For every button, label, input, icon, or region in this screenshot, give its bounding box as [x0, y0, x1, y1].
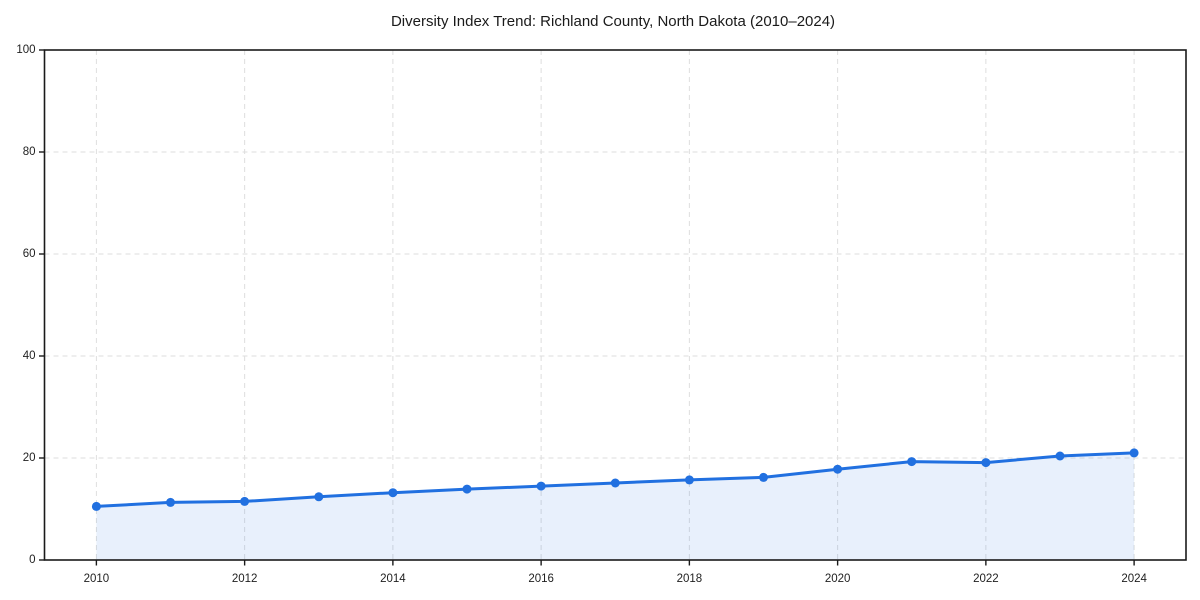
x-tick-label: 2014	[380, 573, 406, 585]
axis-frame	[43, 49, 1187, 561]
tick-marks	[39, 49, 1135, 566]
y-tick-label: 80	[23, 146, 36, 158]
y-tick-label: 40	[23, 350, 36, 362]
data-point	[1129, 448, 1139, 458]
y-tick-labels: 0 20 40 60 80 100	[16, 44, 35, 566]
data-points	[91, 448, 1139, 511]
x-tick-label: 2010	[84, 573, 110, 585]
x-tick-labels: 2010 2012 2014 2016 2018 2020 2022 2024	[84, 573, 1148, 585]
data-point	[314, 492, 324, 502]
plot-border	[43, 49, 1187, 561]
x-tick-label: 2020	[825, 573, 851, 585]
data-point	[91, 501, 101, 511]
x-tick-label: 2016	[528, 573, 554, 585]
data-point	[388, 488, 398, 498]
data-point	[462, 484, 472, 494]
x-tick-label: 2024	[1121, 573, 1147, 585]
data-point	[536, 481, 546, 491]
series-area	[96, 452, 1135, 560]
y-tick-label: 0	[29, 554, 35, 566]
data-point	[1055, 451, 1065, 461]
data-point	[166, 497, 175, 507]
data-point	[981, 458, 991, 468]
y-tick-label: 20	[23, 452, 36, 464]
chart-title: Diversity Index Trend: Richland County, …	[391, 13, 835, 30]
data-point	[240, 496, 250, 506]
y-tick-label: 100	[16, 44, 35, 56]
x-tick-label: 2018	[677, 573, 703, 585]
y-tick-label: 60	[23, 248, 36, 260]
data-point	[759, 472, 768, 482]
x-tick-label: 2022	[973, 573, 999, 585]
gridlines	[44, 50, 1186, 560]
data-point	[684, 475, 694, 485]
data-point	[610, 478, 620, 488]
data-point	[907, 457, 917, 467]
x-tick-label: 2012	[232, 573, 258, 585]
data-point	[833, 464, 843, 474]
area-fill	[96, 452, 1135, 560]
